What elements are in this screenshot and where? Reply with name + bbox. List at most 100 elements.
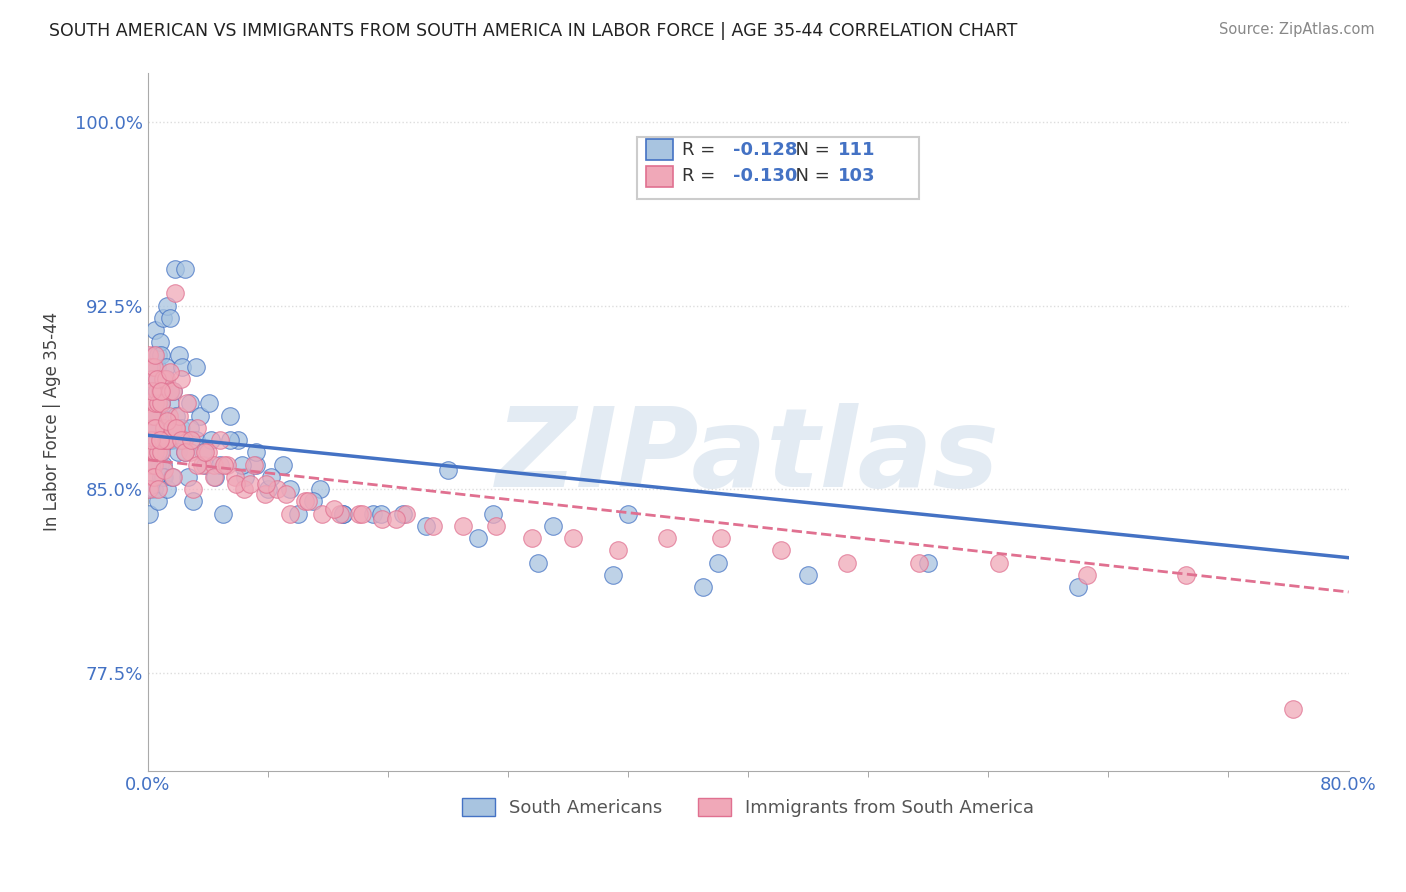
Point	[176, 396, 198, 410]
Point	[202, 458, 225, 472]
Point	[167, 445, 190, 459]
Point	[150, 396, 173, 410]
Point	[157, 433, 180, 447]
Point	[208, 433, 231, 447]
Point	[146, 359, 169, 374]
Point	[169, 347, 191, 361]
Point	[141, 372, 163, 386]
Point	[169, 409, 191, 423]
Point	[602, 567, 624, 582]
Point	[138, 445, 160, 459]
Point	[145, 421, 167, 435]
Point	[145, 433, 167, 447]
Point	[138, 458, 160, 472]
Point	[145, 396, 167, 410]
Point	[260, 470, 283, 484]
Point	[173, 433, 195, 447]
Text: R =: R =	[682, 141, 721, 159]
Point	[142, 482, 165, 496]
Point	[146, 409, 169, 423]
Point	[148, 347, 170, 361]
Point	[139, 359, 162, 374]
Point	[225, 477, 247, 491]
Point	[179, 396, 201, 410]
Point	[153, 462, 176, 476]
Point	[482, 507, 505, 521]
Point	[202, 470, 225, 484]
Point	[146, 433, 169, 447]
Point	[274, 487, 297, 501]
Point	[908, 556, 931, 570]
Point	[485, 519, 508, 533]
Point	[150, 445, 173, 459]
Point	[160, 421, 183, 435]
Point	[139, 372, 162, 386]
Point	[1076, 567, 1098, 582]
Point	[657, 531, 679, 545]
Point	[149, 458, 172, 472]
Point	[152, 310, 174, 325]
Point	[146, 458, 169, 472]
Point	[256, 477, 278, 491]
Text: 111: 111	[838, 141, 876, 159]
Point	[155, 359, 177, 374]
Point	[155, 433, 177, 447]
Point	[214, 458, 236, 472]
Point	[142, 347, 165, 361]
Point	[152, 470, 174, 484]
Point	[232, 482, 254, 496]
Point	[148, 482, 170, 496]
Point	[141, 384, 163, 399]
Point	[179, 421, 201, 435]
Point	[837, 556, 859, 570]
Point	[332, 507, 354, 521]
Point	[186, 458, 208, 472]
Point	[163, 421, 186, 435]
Point	[141, 433, 163, 447]
Point	[174, 445, 197, 459]
Point	[1067, 580, 1090, 594]
Point	[1282, 702, 1305, 716]
Point	[235, 470, 257, 484]
Point	[370, 507, 392, 521]
Point	[148, 494, 170, 508]
Point	[149, 433, 172, 447]
Point	[146, 384, 169, 399]
Point	[163, 286, 186, 301]
Point	[141, 470, 163, 484]
Point	[297, 494, 319, 508]
Point	[181, 482, 204, 496]
Point	[371, 511, 394, 525]
Point	[917, 556, 939, 570]
Point	[170, 421, 193, 435]
Point	[155, 372, 177, 386]
Point	[415, 519, 437, 533]
Point	[139, 482, 162, 496]
Legend: South Americans, Immigrants from South America: South Americans, Immigrants from South A…	[456, 790, 1042, 824]
Point	[149, 335, 172, 350]
Point	[139, 409, 162, 423]
Point	[361, 507, 384, 521]
Point	[257, 482, 280, 496]
Point	[150, 347, 173, 361]
Point	[138, 359, 160, 374]
Point	[197, 445, 219, 459]
Point	[190, 409, 212, 423]
Point	[181, 494, 204, 508]
Point	[156, 299, 179, 313]
Point	[520, 531, 543, 545]
Text: Source: ZipAtlas.com: Source: ZipAtlas.com	[1219, 22, 1375, 37]
Point	[138, 396, 160, 410]
Point	[160, 433, 183, 447]
Point	[142, 470, 165, 484]
Point	[148, 396, 170, 410]
Point	[437, 462, 460, 476]
Point	[352, 507, 374, 521]
Point	[243, 458, 266, 472]
Point	[152, 372, 174, 386]
Point	[253, 487, 276, 501]
FancyBboxPatch shape	[637, 137, 918, 199]
Point	[770, 543, 793, 558]
Point	[165, 421, 187, 435]
Point	[692, 580, 714, 594]
